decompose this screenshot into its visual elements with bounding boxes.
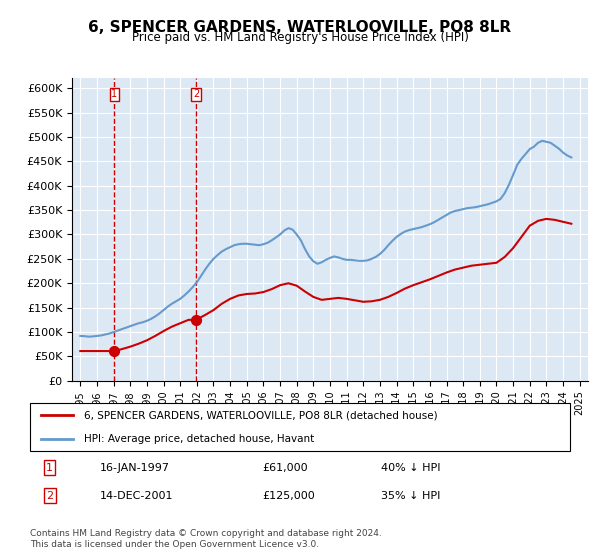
FancyBboxPatch shape: [30, 403, 570, 451]
Text: HPI: Average price, detached house, Havant: HPI: Average price, detached house, Hava…: [84, 434, 314, 444]
Text: 2: 2: [193, 89, 199, 99]
Text: 14-DEC-2001: 14-DEC-2001: [100, 491, 174, 501]
Text: 1: 1: [46, 463, 53, 473]
Point: [109, 347, 119, 356]
Text: 6, SPENCER GARDENS, WATERLOOVILLE, PO8 8LR (detached house): 6, SPENCER GARDENS, WATERLOOVILLE, PO8 8…: [84, 410, 437, 420]
Point: [191, 315, 201, 324]
Text: 6, SPENCER GARDENS, WATERLOOVILLE, PO8 8LR: 6, SPENCER GARDENS, WATERLOOVILLE, PO8 8…: [88, 20, 512, 35]
Text: 2: 2: [46, 491, 53, 501]
Text: 16-JAN-1997: 16-JAN-1997: [100, 463, 170, 473]
Text: £61,000: £61,000: [262, 463, 308, 473]
Text: Price paid vs. HM Land Registry's House Price Index (HPI): Price paid vs. HM Land Registry's House …: [131, 31, 469, 44]
Text: £125,000: £125,000: [262, 491, 315, 501]
Text: 40% ↓ HPI: 40% ↓ HPI: [381, 463, 440, 473]
Text: Contains HM Land Registry data © Crown copyright and database right 2024.
This d: Contains HM Land Registry data © Crown c…: [30, 529, 382, 549]
Text: 1: 1: [111, 89, 118, 99]
Text: 35% ↓ HPI: 35% ↓ HPI: [381, 491, 440, 501]
